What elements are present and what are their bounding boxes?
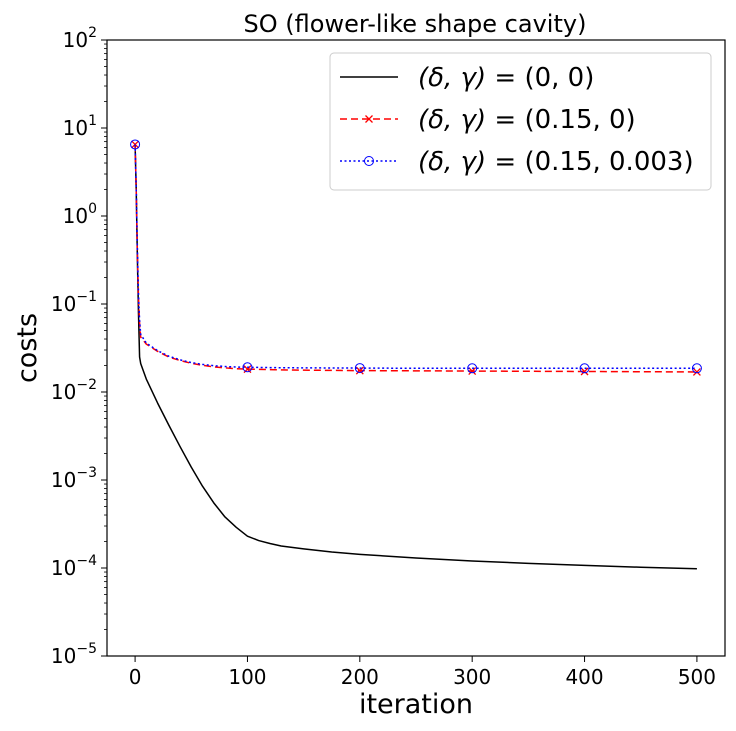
series-3-marker (130, 139, 141, 150)
legend: (δ, γ) = (0, 0) (δ, γ) = (0.15, 0) (δ, γ) … (329, 52, 712, 191)
chart-title: SO (flower-like shape cavity) (244, 10, 587, 38)
legend-label: (δ, γ) = (0.15, 0.003) (418, 147, 694, 177)
plot-series (130, 139, 702, 570)
y-tick-label: 101 (63, 113, 97, 140)
x-axis-ticks: 0 100 200 300 400 500 (129, 656, 716, 689)
series-2-marker (580, 367, 589, 376)
legend-entry-3: (δ, γ) = (0.15, 0.003) (340, 147, 694, 177)
series-3-marker (354, 363, 365, 374)
legend-marker (364, 156, 374, 166)
y-tick-label: 100 (63, 201, 97, 228)
x-tick-label: 100 (228, 665, 266, 689)
series-2-marker (692, 367, 701, 376)
series-3-marker (579, 363, 590, 374)
y-axis-label: costs (12, 313, 43, 383)
series-3-marker (467, 363, 478, 374)
y-tick-label: 10−5 (51, 641, 97, 668)
y-axis-ticks: 10−5 10−4 10−3 10−2 10−1 100 101 102 (51, 25, 107, 668)
legend-label: (δ, γ) = (0, 0) (418, 63, 594, 93)
series-3 (130, 139, 702, 374)
x-tick-label: 400 (565, 665, 603, 689)
series-line-3 (134, 144, 697, 370)
x-tick-label: 0 (129, 665, 142, 689)
series-3-marker (691, 363, 702, 374)
legend-entry-2: (δ, γ) = (0.15, 0) (340, 105, 636, 135)
x-tick-label: 300 (453, 665, 491, 689)
x-tick-label: 500 (678, 665, 716, 689)
series-2-marker (468, 367, 477, 376)
y-tick-label: 10−2 (51, 377, 97, 404)
x-axis-label: iteration (359, 689, 473, 720)
y-tick-label: 10−4 (51, 553, 97, 580)
plot-frame (106, 39, 726, 657)
legend-marker (365, 115, 373, 123)
legend-label: (δ, γ) = (0.15, 0) (418, 105, 636, 135)
x-tick-label: 200 (341, 665, 379, 689)
legend-entry-1: (δ, γ) = (0, 0) (340, 63, 594, 93)
y-tick-label: 102 (63, 25, 97, 52)
y-tick-label: 10−3 (51, 465, 97, 492)
series-line-1 (134, 144, 697, 570)
series-1 (134, 144, 697, 570)
y-tick-label: 10−1 (51, 289, 97, 316)
legend-box (329, 52, 712, 191)
legend-entries: (δ, γ) = (0, 0) (δ, γ) = (0.15, 0) (δ, γ) … (340, 63, 694, 177)
series-3-marker (242, 362, 253, 373)
series-2-marker (355, 366, 364, 375)
